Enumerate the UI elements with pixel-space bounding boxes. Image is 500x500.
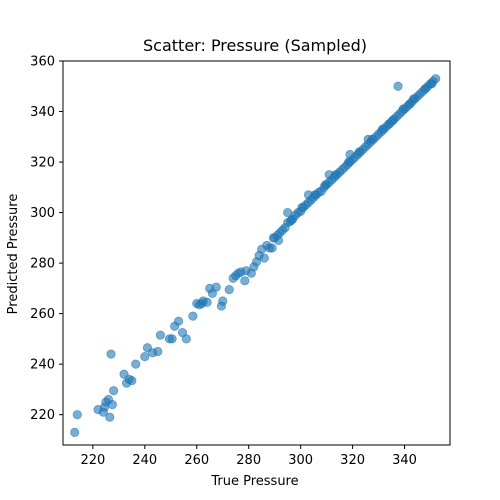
- plot-area: 220 240 260 280 300 320 340 220 240 260 280 300 320 3…: [30, 55, 451, 468]
- scatter-point: [140, 351, 150, 362]
- scatter-point: [393, 81, 403, 91]
- scatter-point: [127, 375, 137, 386]
- scatter-point: [181, 334, 191, 344]
- y-tick-label: 320: [30, 156, 55, 171]
- scatter-point: [224, 285, 234, 295]
- scatter-point: [310, 190, 320, 200]
- scatter-point: [420, 84, 430, 94]
- y-axis-label: Predicted Pressure: [6, 194, 21, 315]
- scatter-point: [409, 94, 419, 104]
- scatter-point: [131, 359, 141, 369]
- scatter-point: [167, 334, 177, 344]
- y-tick-label: 340: [30, 105, 55, 120]
- scatter-point: [72, 410, 82, 420]
- x-tick-label: 260: [184, 453, 209, 468]
- scatter-point: [377, 124, 388, 134]
- scatter-point: [283, 207, 293, 218]
- plot-frame: [62, 60, 451, 446]
- scatter-point: [211, 282, 221, 292]
- scatter-point: [344, 157, 354, 167]
- scatter-point: [173, 316, 184, 326]
- scatter-point: [331, 170, 341, 180]
- x-tick-label: 240: [132, 453, 157, 468]
- scatter-point: [109, 386, 119, 396]
- scatter-point: [297, 202, 307, 213]
- scatter-point: [202, 297, 212, 307]
- y-tick-label: 280: [30, 257, 55, 272]
- scatter-point: [354, 147, 364, 157]
- scatter-point: [259, 253, 269, 263]
- scatter-point: [388, 115, 398, 125]
- scatter-point: [273, 235, 284, 245]
- scatter-point: [367, 134, 377, 144]
- y-tick-label: 360: [30, 55, 55, 70]
- scatter-point: [267, 243, 277, 253]
- scatter-point: [240, 276, 250, 286]
- y-tick-label: 240: [30, 358, 55, 373]
- x-tick-label: 320: [340, 453, 365, 468]
- scatter-point: [107, 399, 117, 410]
- scatter-point: [70, 427, 80, 437]
- scatter-point: [106, 349, 116, 359]
- scatter-point: [286, 215, 297, 225]
- x-tick-label: 340: [392, 453, 417, 468]
- scatter-point: [398, 104, 408, 114]
- scatter-series: [70, 74, 441, 437]
- y-tick-label: 300: [30, 206, 55, 221]
- y-tick-label: 220: [30, 408, 55, 423]
- x-tick-label: 300: [288, 453, 313, 468]
- scatter-point: [105, 412, 115, 422]
- scatter-point: [320, 180, 330, 190]
- scatter-point: [427, 79, 437, 89]
- scatter-point: [188, 311, 198, 321]
- x-tick-label: 220: [80, 453, 105, 468]
- chart-title: Scatter: Pressure (Sampled): [143, 36, 367, 55]
- x-tick-label: 280: [236, 453, 261, 468]
- x-axis-label: True Pressure: [210, 474, 298, 489]
- scatter-point: [345, 149, 355, 160]
- scatter-point: [155, 330, 165, 340]
- y-tick-label: 260: [30, 307, 55, 322]
- scatter-point: [153, 346, 163, 357]
- scatter-point: [218, 296, 228, 306]
